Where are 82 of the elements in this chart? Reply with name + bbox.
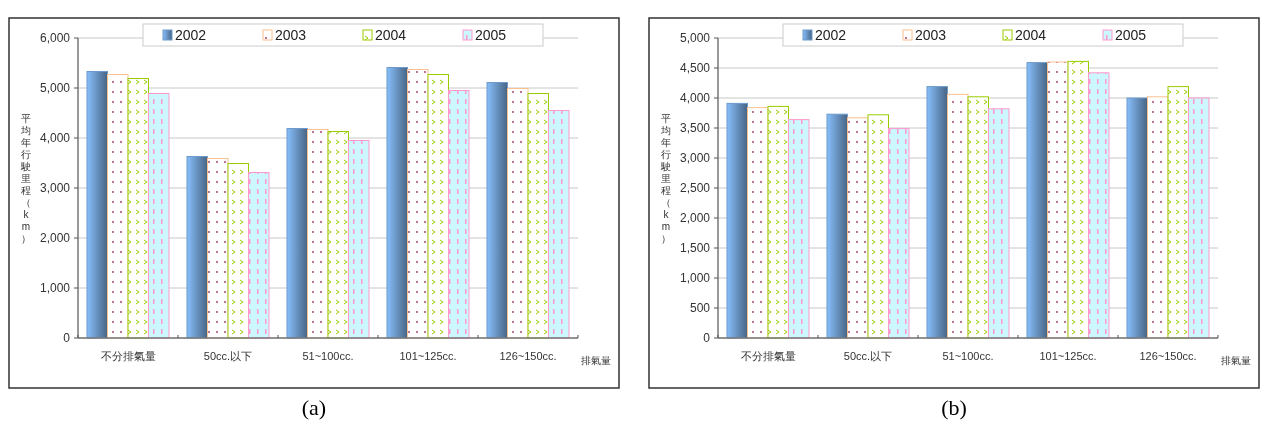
bar [788,119,810,339]
bar [148,93,170,339]
x-tick-label: 51~100cc. [302,350,354,362]
y-tick-label: 6,000 [39,31,71,46]
bar [847,117,869,339]
bar [767,105,789,339]
bar [86,71,108,339]
bar [386,67,408,339]
y-tick-label: 1,000 [679,271,711,286]
y-tick-label: 5,000 [39,81,71,96]
bar [967,96,989,339]
legend-label: 2003 [275,26,307,43]
bar [988,108,1010,339]
y-tick-label: 5,000 [679,31,711,46]
bar [286,128,308,339]
x-tick-label: 101~125cc. [1039,350,1097,362]
bar [548,110,570,339]
x-tick-label: 126~150cc. [1139,350,1197,362]
bar [826,113,848,339]
y-tick-label: 1,000 [39,281,71,296]
bar [747,107,769,339]
x-tick-label: 50cc.以下 [843,350,893,362]
y-tick-label: 2,000 [679,211,711,226]
bar [1047,61,1069,339]
x-tick-label: 51~100cc. [942,350,994,362]
bar [1167,86,1189,339]
bar [227,163,249,339]
y-tick-label: 3,000 [679,151,711,166]
bar [327,131,349,339]
y-tick-label: 0 [63,331,71,346]
bar [186,156,208,339]
y-tick-label: 2,500 [679,181,711,196]
bar [427,74,449,339]
bar [867,114,889,339]
legend-label: 2003 [915,26,947,43]
bar [1026,62,1048,339]
bar [1067,60,1089,339]
bar [1147,96,1169,339]
bar [248,172,270,339]
bar [207,158,229,339]
legend-label: 2004 [375,26,407,43]
x-tick-label: 不分排氣量 [100,350,156,362]
x-tick-label: 50cc.以下 [203,350,253,362]
y-tick-label: 2,000 [39,231,71,246]
y-tick-label: 500 [689,301,711,316]
bar [1088,72,1110,339]
legend-label: 2004 [1015,26,1047,43]
y-tick-label: 0 [703,331,711,346]
bar [726,102,748,339]
x-tick-label: 126~150cc. [499,350,557,362]
y-tick-label: 3,500 [679,121,711,136]
text: (a) [301,395,327,420]
bar [486,82,508,339]
bar [348,140,370,339]
bar [407,69,429,339]
legend-label: 2005 [1115,26,1147,43]
x-axis-title: 排氣量 [581,355,611,366]
y-tick-label: 1,500 [679,241,711,256]
legend-label: 2002 [815,26,847,43]
bar [127,78,149,339]
bar [527,93,549,339]
text: 平均年行駛里程（km） [661,113,671,244]
bar [307,129,329,339]
y-tick-label: 4,500 [679,61,711,76]
bar [1188,97,1210,339]
y-tick-label: 3,000 [39,181,71,196]
legend-label: 2005 [475,26,507,43]
legend-label: 2002 [175,26,207,43]
bar [448,90,470,339]
y-tick-label: 4,000 [39,131,71,146]
bar [888,128,910,339]
bar [1126,97,1148,339]
x-axis-title: 排氣量 [1221,355,1251,366]
text: 平均年行駛里程（km） [21,113,31,244]
bar [947,93,969,339]
x-tick-label: 101~125cc. [399,350,457,362]
x-tick-label: 不分排氣量 [740,350,796,362]
bar [926,86,948,339]
bar [107,74,129,339]
text: (b) [941,395,967,420]
y-tick-label: 4,000 [679,91,711,106]
bar [507,88,529,339]
